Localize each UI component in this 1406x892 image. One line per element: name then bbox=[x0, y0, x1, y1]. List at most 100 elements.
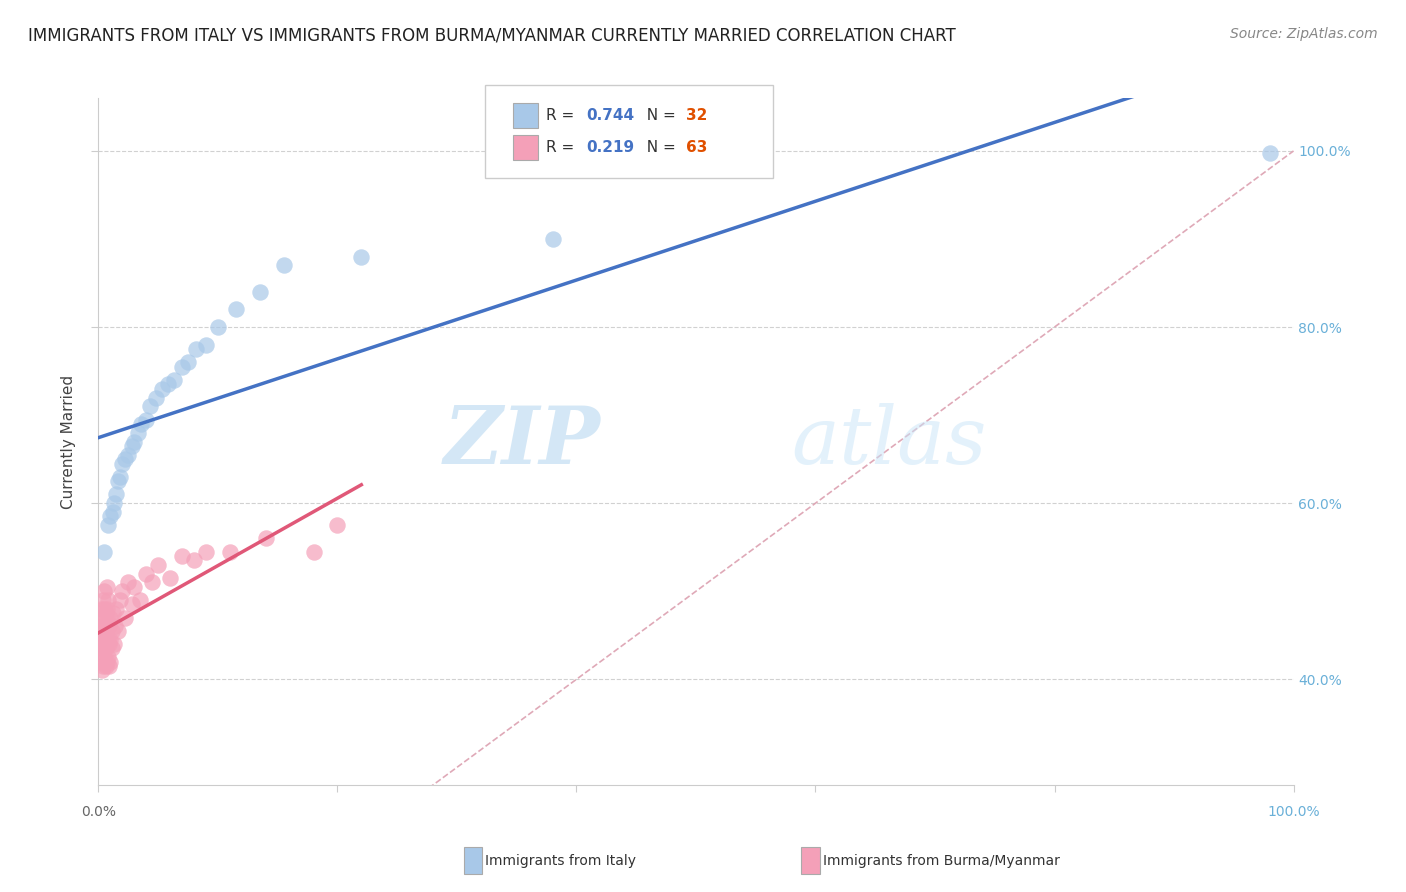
Point bbox=[105, 602, 128, 616]
Point bbox=[91, 664, 114, 678]
Point bbox=[100, 624, 122, 638]
Point bbox=[93, 615, 115, 629]
Text: 0.0%: 0.0% bbox=[82, 805, 115, 819]
Point bbox=[108, 469, 131, 483]
Point bbox=[96, 619, 118, 633]
Point bbox=[103, 496, 125, 510]
Point bbox=[107, 474, 129, 488]
Point bbox=[101, 607, 124, 621]
Point bbox=[225, 302, 247, 317]
Point bbox=[98, 632, 122, 647]
Text: Immigrants from Burma/Myanmar: Immigrants from Burma/Myanmar bbox=[823, 854, 1059, 868]
Point bbox=[97, 650, 120, 665]
Point bbox=[107, 624, 129, 638]
Point bbox=[96, 637, 118, 651]
Point bbox=[93, 544, 115, 558]
Point bbox=[90, 646, 112, 660]
Point bbox=[98, 659, 121, 673]
Point bbox=[114, 610, 136, 624]
Point bbox=[114, 452, 136, 467]
Point bbox=[145, 391, 167, 405]
Point bbox=[121, 598, 143, 612]
Point bbox=[89, 619, 111, 633]
Point bbox=[139, 400, 162, 414]
Text: IMMIGRANTS FROM ITALY VS IMMIGRANTS FROM BURMA/MYANMAR CURRENTLY MARRIED CORRELA: IMMIGRANTS FROM ITALY VS IMMIGRANTS FROM… bbox=[28, 27, 956, 45]
Text: 32: 32 bbox=[686, 109, 707, 123]
Text: 63: 63 bbox=[686, 140, 707, 154]
Point bbox=[254, 532, 277, 546]
Point bbox=[105, 487, 128, 501]
Point bbox=[91, 641, 114, 656]
Point bbox=[127, 425, 149, 440]
Point bbox=[97, 632, 120, 647]
Point bbox=[91, 637, 114, 651]
Point bbox=[96, 602, 118, 616]
Point bbox=[186, 342, 208, 356]
Point bbox=[98, 619, 121, 633]
Point bbox=[91, 659, 114, 673]
Point bbox=[98, 655, 122, 669]
Point bbox=[94, 624, 117, 638]
Point bbox=[98, 509, 122, 524]
Point bbox=[117, 575, 139, 590]
Point bbox=[194, 544, 218, 558]
Point bbox=[103, 637, 125, 651]
Point bbox=[100, 641, 122, 656]
Point bbox=[91, 593, 114, 607]
Point bbox=[350, 250, 373, 264]
Point bbox=[94, 607, 117, 621]
Point bbox=[302, 544, 325, 558]
Point bbox=[93, 632, 115, 647]
Point bbox=[177, 355, 200, 369]
Point bbox=[172, 359, 194, 374]
Point bbox=[94, 659, 117, 673]
Text: 100.0%: 100.0% bbox=[1267, 805, 1320, 819]
Point bbox=[97, 518, 120, 533]
Text: N =: N = bbox=[637, 140, 681, 154]
Text: Immigrants from Italy: Immigrants from Italy bbox=[485, 854, 636, 868]
Text: R =: R = bbox=[546, 140, 579, 154]
Point bbox=[96, 655, 118, 669]
Point bbox=[89, 637, 111, 651]
Y-axis label: Currently Married: Currently Married bbox=[60, 375, 76, 508]
Point bbox=[121, 439, 143, 453]
Point bbox=[104, 619, 127, 633]
Text: ZIP: ZIP bbox=[443, 403, 600, 480]
Point bbox=[273, 259, 295, 273]
Point bbox=[90, 628, 112, 642]
Point bbox=[1258, 145, 1281, 160]
Point bbox=[219, 544, 242, 558]
Point bbox=[141, 575, 163, 590]
Point bbox=[117, 448, 139, 462]
Point bbox=[124, 580, 146, 594]
Point bbox=[93, 584, 115, 599]
Point bbox=[129, 593, 152, 607]
Point bbox=[148, 558, 170, 572]
Point bbox=[97, 593, 120, 607]
Point bbox=[89, 655, 111, 669]
Point bbox=[91, 610, 114, 624]
Text: 0.744: 0.744 bbox=[586, 109, 634, 123]
Text: N =: N = bbox=[637, 109, 681, 123]
Point bbox=[96, 580, 118, 594]
Point bbox=[97, 615, 120, 629]
Point bbox=[159, 571, 181, 585]
Point bbox=[93, 650, 115, 665]
Point bbox=[94, 641, 117, 656]
Point bbox=[101, 505, 124, 519]
Point bbox=[131, 417, 153, 431]
Point bbox=[156, 377, 179, 392]
Point bbox=[124, 434, 146, 449]
Point bbox=[194, 337, 218, 351]
Point bbox=[111, 457, 134, 471]
Point bbox=[111, 584, 134, 599]
Point bbox=[93, 602, 115, 616]
Text: atlas: atlas bbox=[792, 403, 987, 480]
Point bbox=[135, 566, 157, 581]
Point bbox=[91, 624, 114, 638]
Point bbox=[150, 382, 173, 396]
Point bbox=[326, 518, 349, 533]
Point bbox=[249, 285, 271, 299]
Point bbox=[98, 610, 122, 624]
Point bbox=[172, 549, 194, 563]
